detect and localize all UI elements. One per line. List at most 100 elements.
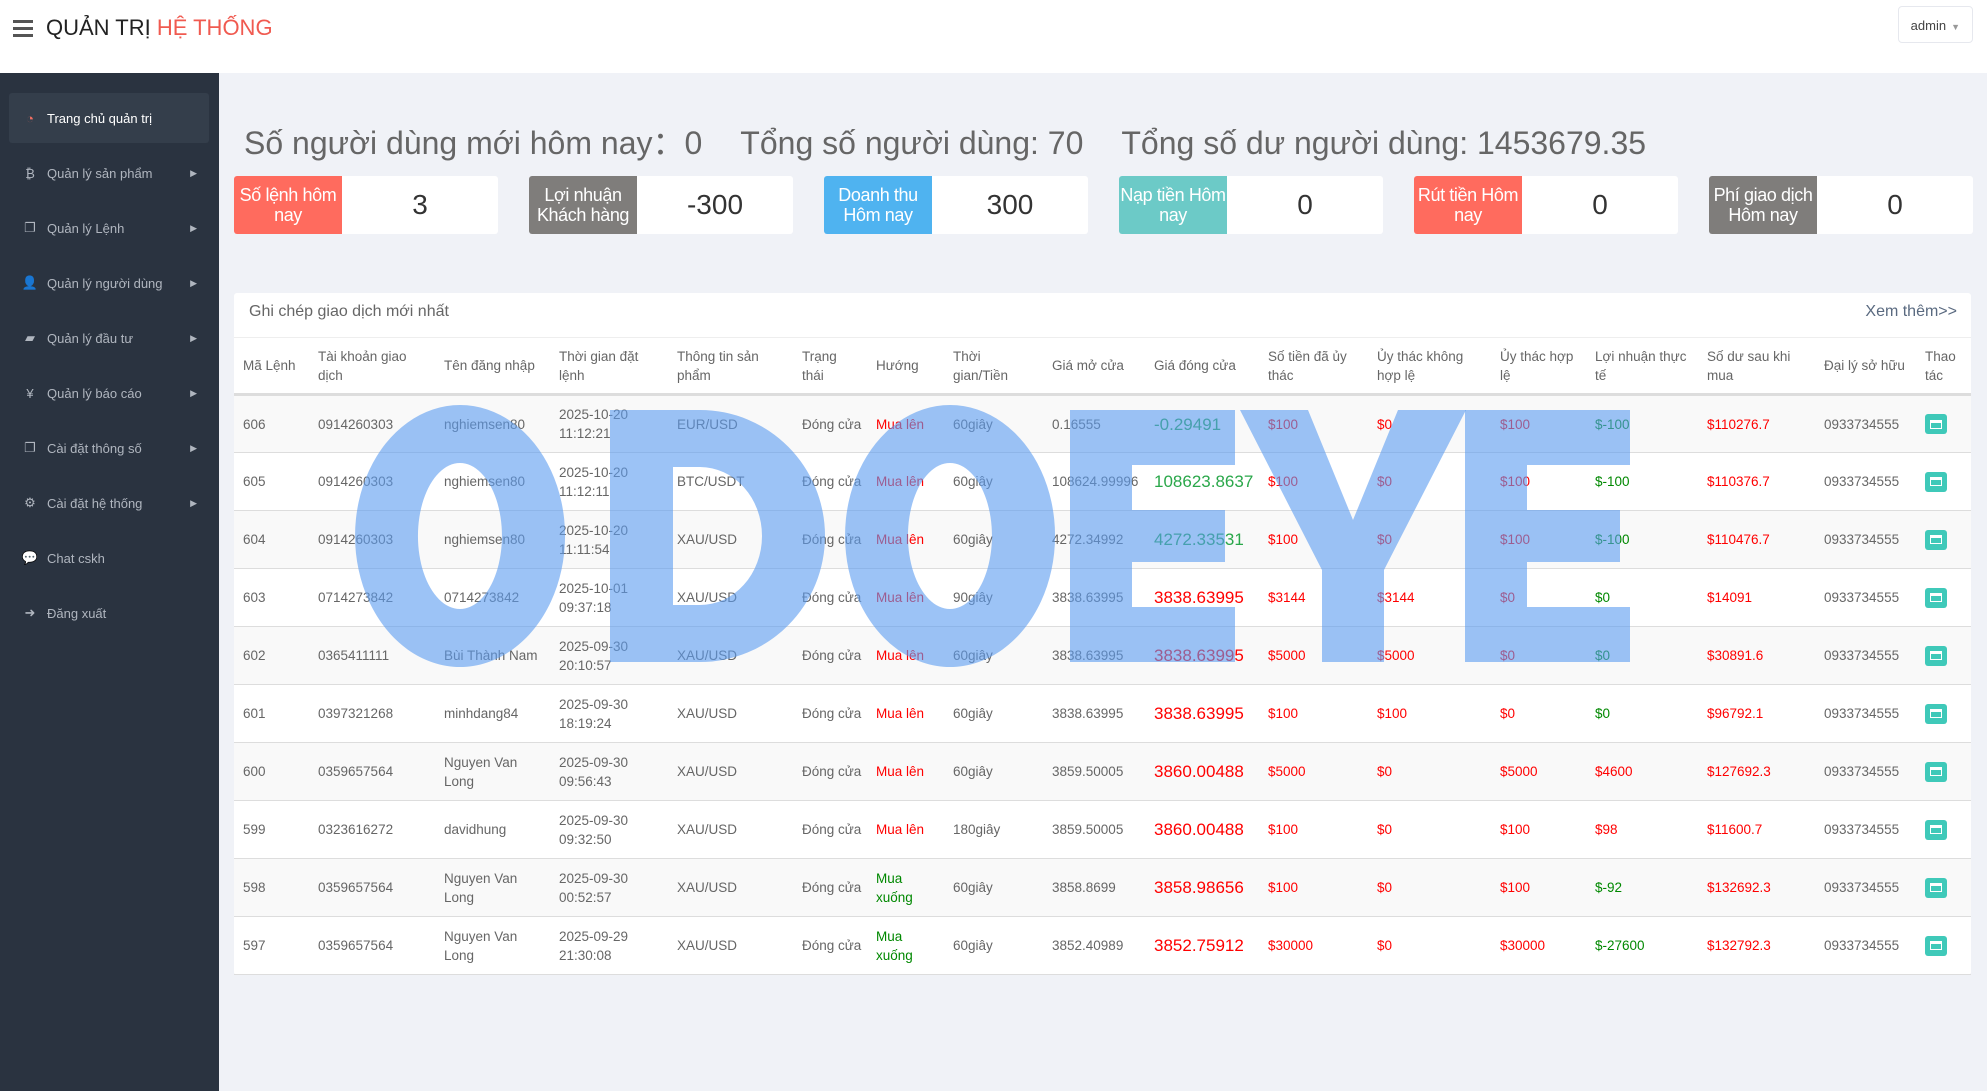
open-price: 0.16555 bbox=[1052, 416, 1101, 432]
close-price: 4272.33531 bbox=[1154, 530, 1244, 549]
column-header: Giá mở cửa bbox=[1052, 358, 1124, 373]
sidebar-item-9[interactable]: 💬 Chat cskh bbox=[9, 533, 209, 583]
direction: Mua xuống bbox=[876, 870, 913, 905]
valid-entrust: $30000 bbox=[1500, 938, 1546, 953]
actual-profit: $-100 bbox=[1595, 416, 1630, 432]
view-more-link[interactable]: Xem thêm>> bbox=[1865, 303, 1957, 320]
status: Đóng cửa bbox=[802, 416, 862, 432]
stat-card: Rút tiền Hôm nay 0 bbox=[1414, 176, 1678, 234]
username: Nguyen Van Long bbox=[444, 928, 518, 963]
actions-cell bbox=[1916, 569, 1971, 627]
invalid-entrust: $3144 bbox=[1377, 590, 1415, 605]
entrusted-amount: $5000 bbox=[1268, 764, 1306, 779]
column-header: Trạng thái bbox=[802, 348, 837, 383]
stat-label: Nạp tiền Hôm nay bbox=[1119, 176, 1227, 234]
bitcoin-icon: ₿ bbox=[25, 165, 35, 181]
view-detail-button[interactable] bbox=[1925, 935, 1947, 956]
view-detail-button[interactable] bbox=[1925, 819, 1947, 840]
stat-card: Lợi nhuận Khách hàng -300 bbox=[529, 176, 793, 234]
list-icon bbox=[1930, 419, 1942, 429]
view-detail-button[interactable] bbox=[1925, 761, 1947, 782]
order-id: 600 bbox=[243, 764, 266, 779]
sidebar-item-4[interactable]: 👤 Quản lý người dùng ▶ bbox=[9, 258, 209, 308]
sidebar-item-6[interactable]: ¥ Quản lý báo cáo ▶ bbox=[9, 368, 209, 418]
product: XAU/USD bbox=[677, 880, 738, 895]
view-detail-button[interactable] bbox=[1925, 645, 1947, 666]
trading-account: 0397321268 bbox=[318, 706, 394, 721]
sidebar-item-5[interactable]: ▰ Quản lý đầu tư ▶ bbox=[9, 313, 209, 363]
status: Đóng cửa bbox=[802, 474, 862, 489]
caret-right-icon: ▶ bbox=[190, 277, 197, 288]
trading-account: 0359657564 bbox=[318, 938, 394, 953]
sign-out-icon: ➜ bbox=[24, 605, 36, 620]
entrusted-amount: $100 bbox=[1268, 706, 1299, 721]
order-time: 2025-10-20 11:11:54 bbox=[559, 522, 629, 557]
table-row: 597 0359657564 Nguyen Van Long 2025-09-29 2… bbox=[234, 917, 1971, 975]
view-detail-button[interactable] bbox=[1925, 877, 1947, 898]
caret-right-icon: ▶ bbox=[190, 387, 197, 398]
username: minhdang84 bbox=[444, 706, 519, 721]
sidebar-item-label: Quản lý người dùng bbox=[47, 275, 163, 291]
invalid-entrust: $0 bbox=[1377, 764, 1393, 779]
table-header-row: Mã Lệnh Tài khoản giao dịch Tên đăng nhập T… bbox=[234, 337, 1971, 395]
order-id: 599 bbox=[243, 822, 266, 837]
order-time: 2025-09-30 18:19:24 bbox=[559, 696, 629, 731]
stat-label: Phí giao dịch Hôm nay bbox=[1709, 176, 1817, 234]
sidebar-item-1[interactable]: ◔ Trang chủ quản trị bbox=[9, 93, 209, 143]
sidebar-item-10[interactable]: ➜ Đăng xuất bbox=[9, 588, 209, 638]
hamburger-menu-icon[interactable] bbox=[13, 20, 33, 38]
actual-profit: $-100 bbox=[1595, 532, 1630, 547]
username: Nguyen Van Long bbox=[444, 870, 518, 905]
open-price: 3858.8699 bbox=[1052, 880, 1116, 895]
list-icon bbox=[1930, 883, 1942, 892]
invalid-entrust: $0 bbox=[1377, 938, 1393, 953]
direction: Mua lên bbox=[876, 474, 925, 489]
close-price: 3838.63995 bbox=[1154, 646, 1244, 665]
column-header: Thời gian/Tiền bbox=[953, 348, 1009, 383]
close-price: 3852.75912 bbox=[1154, 936, 1244, 955]
entrusted-amount: $100 bbox=[1268, 880, 1299, 895]
view-detail-button[interactable] bbox=[1925, 703, 1947, 724]
sidebar-item-label: Quản lý Lệnh bbox=[47, 220, 125, 236]
entrusted-amount: $30000 bbox=[1268, 938, 1314, 953]
actual-profit: $98 bbox=[1595, 822, 1618, 837]
open-price: 3859.50005 bbox=[1052, 764, 1124, 779]
chat-icon: 💬 bbox=[21, 550, 39, 565]
product: XAU/USD bbox=[677, 532, 738, 547]
list-icon bbox=[1930, 941, 1942, 950]
new-users-today: Số người dùng mới hôm nay：0 bbox=[244, 125, 703, 161]
table-row: 599 0323616272 davidhung 2025-09-30 09:32:5… bbox=[234, 801, 1971, 859]
direction: Mua lên bbox=[876, 706, 925, 721]
copy-icon: ❐ bbox=[24, 440, 36, 455]
user-menu-button[interactable]: admin ▼ bbox=[1897, 6, 1973, 43]
stat-value: 0 bbox=[1592, 189, 1608, 220]
sidebar-item-label: Quản lý báo cáo bbox=[47, 385, 142, 401]
actions-cell bbox=[1916, 395, 1971, 453]
view-detail-button[interactable] bbox=[1925, 414, 1947, 434]
book-icon: ▰ bbox=[25, 330, 35, 345]
sidebar: ◔ Trang chủ quản trị ₿ Quản lý sản phẩm ▶ ❐ Qu… bbox=[0, 73, 219, 1091]
sidebar-item-label: Quản lý đầu tư bbox=[47, 330, 134, 346]
sidebar-item-8[interactable]: ⚙ Cài đặt hệ thống ▶ bbox=[9, 478, 209, 528]
yen-icon: ¥ bbox=[26, 385, 34, 401]
view-detail-button[interactable] bbox=[1925, 587, 1947, 608]
actions-cell bbox=[1916, 627, 1971, 685]
duration: 60giây bbox=[953, 938, 993, 953]
sidebar-item-3[interactable]: ❐ Quản lý Lệnh ▶ bbox=[9, 203, 209, 253]
invalid-entrust: $0 bbox=[1377, 532, 1393, 547]
list-icon bbox=[1930, 651, 1942, 660]
invalid-entrust: $100 bbox=[1377, 706, 1408, 721]
close-price: 3860.00488 bbox=[1154, 762, 1244, 781]
view-detail-button[interactable] bbox=[1925, 471, 1947, 492]
status: Đóng cửa bbox=[802, 880, 862, 895]
table-row: 606 0914260303 nghiemsen80 2025-10-20 11:12… bbox=[234, 394, 1971, 453]
actions-cell bbox=[1916, 685, 1971, 743]
trading-account: 0359657564 bbox=[318, 880, 394, 895]
dashboard-icon: ◔ bbox=[26, 110, 34, 126]
table-row: 604 0914260303 nghiemsen80 2025-10-20 11:11… bbox=[234, 510, 1971, 569]
view-detail-button[interactable] bbox=[1925, 529, 1947, 550]
stat-card: Phí giao dịch Hôm nay 0 bbox=[1709, 176, 1973, 234]
balance-after: $132692.3 bbox=[1707, 880, 1771, 895]
sidebar-item-7[interactable]: ❐ Cài đặt thông số ▶ bbox=[9, 423, 209, 473]
sidebar-item-2[interactable]: ₿ Quản lý sản phẩm ▶ bbox=[9, 148, 209, 198]
